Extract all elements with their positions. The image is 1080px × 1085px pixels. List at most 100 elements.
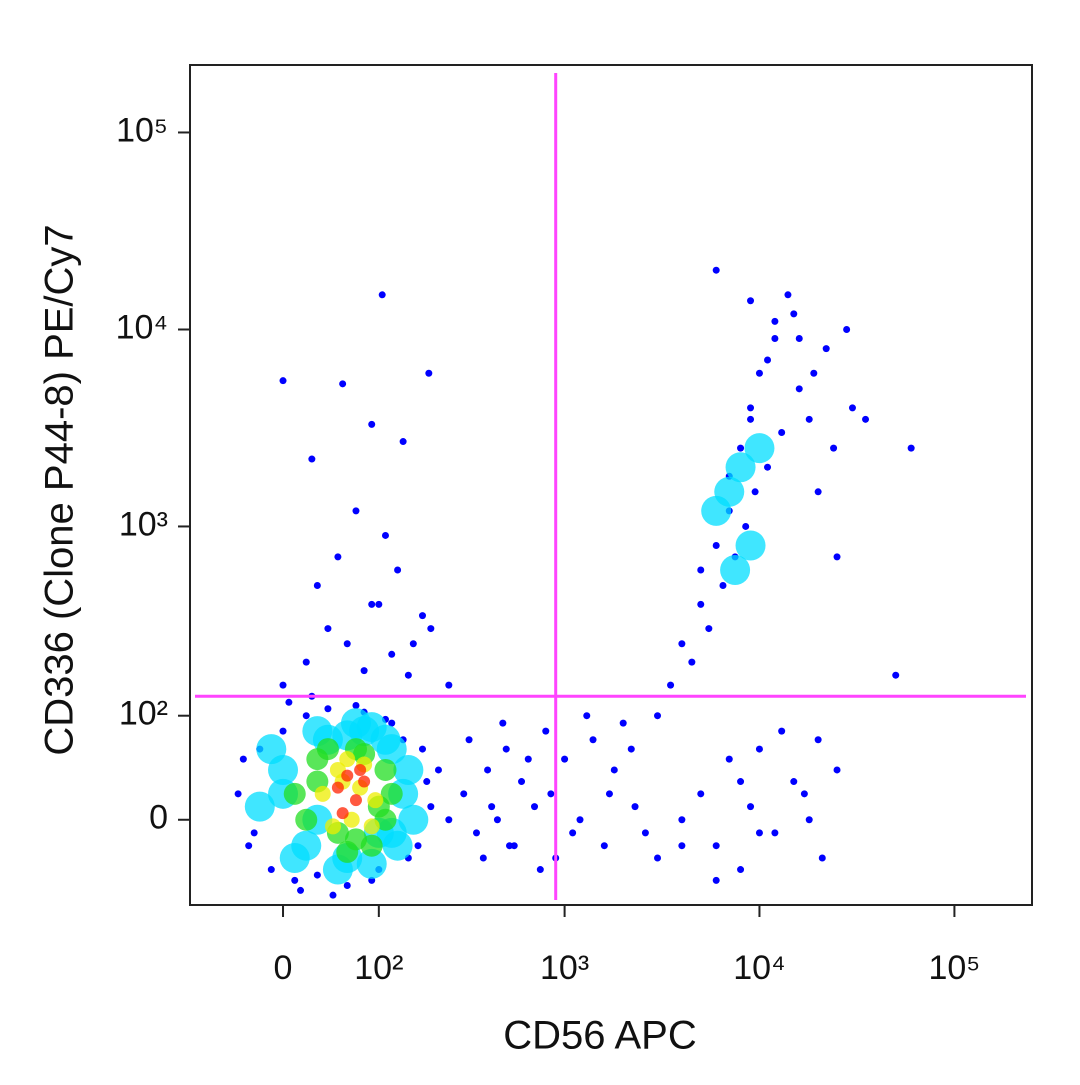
data-point (244, 791, 275, 822)
data-point (341, 769, 354, 782)
data-point (654, 712, 662, 720)
data-point (285, 698, 293, 706)
data-point (712, 876, 720, 884)
x-tick-label: 10⁵ (928, 949, 980, 987)
data-point (502, 745, 510, 753)
data-point (398, 804, 429, 835)
data-point (427, 803, 435, 811)
data-point (374, 758, 397, 781)
data-point (778, 727, 786, 735)
data-point (818, 854, 826, 862)
data-point (737, 444, 745, 452)
data-point (358, 775, 371, 788)
data-point (279, 377, 287, 385)
data-point (356, 712, 387, 743)
data-point (641, 829, 649, 837)
data-point (234, 790, 242, 798)
data-point (434, 766, 442, 774)
data-point (374, 808, 397, 831)
data-point (747, 297, 755, 305)
data-point (747, 415, 755, 423)
y-tick-label: 10⁵ (116, 111, 168, 149)
data-point (833, 553, 841, 561)
data-point (810, 369, 818, 377)
data-point (339, 380, 347, 388)
y-axis-label: CD336 (Clone P44-8) PE/Cy7 (38, 224, 82, 755)
x-tick-label: 0 (274, 949, 293, 987)
data-point (755, 369, 763, 377)
data-point (907, 444, 915, 452)
data-point (843, 326, 851, 334)
data-point (418, 612, 426, 620)
data-point (542, 727, 550, 735)
data-point (279, 681, 287, 689)
data-point (388, 650, 396, 658)
data-point (518, 778, 526, 786)
data-point (751, 488, 759, 496)
data-point (720, 555, 751, 586)
data-point (314, 785, 331, 802)
data-point (409, 640, 417, 648)
data-point (283, 782, 306, 805)
data-point (848, 404, 856, 412)
data-point (336, 807, 349, 820)
data-point (399, 438, 407, 446)
data-point (771, 317, 779, 325)
data-point (418, 745, 426, 753)
data-point (295, 808, 318, 831)
data-point (536, 866, 544, 874)
data-point (256, 734, 287, 765)
data-point (771, 829, 779, 837)
data-point (712, 842, 720, 850)
data-point (697, 790, 705, 798)
data-point (484, 766, 492, 774)
data-point (678, 842, 686, 850)
data-point (324, 625, 332, 633)
data-point (561, 755, 569, 763)
data-point (531, 803, 539, 811)
data-point (833, 766, 841, 774)
data-point (605, 790, 613, 798)
data-point (423, 778, 431, 786)
data-point (747, 803, 755, 811)
data-point (313, 871, 321, 879)
data-point (493, 816, 501, 824)
data-point (830, 444, 838, 452)
x-tick-label: 10³ (540, 949, 589, 987)
data-point (524, 755, 532, 763)
data-point (245, 842, 253, 850)
data-point (425, 369, 433, 377)
data-point (725, 452, 756, 483)
data-point (778, 429, 786, 437)
data-point (360, 667, 368, 675)
data-point (678, 640, 686, 648)
data-point (393, 754, 424, 785)
data-point (239, 755, 247, 763)
y-tick-label: 10³ (119, 505, 168, 543)
data-point (291, 876, 299, 884)
data-point (445, 816, 453, 824)
data-point (805, 415, 813, 423)
data-point (822, 345, 830, 353)
data-point (352, 507, 360, 515)
data-point (569, 829, 577, 837)
data-point (343, 882, 351, 890)
data-point (343, 640, 351, 648)
data-point (862, 415, 870, 423)
data-point (367, 792, 384, 809)
data-point (795, 335, 803, 343)
data-point (297, 886, 305, 894)
data-point (737, 778, 745, 786)
data-point (250, 829, 258, 837)
data-point (404, 671, 412, 679)
y-tick-label: 10⁴ (116, 308, 168, 346)
data-point (388, 719, 396, 727)
data-point (375, 600, 383, 608)
data-point (610, 766, 618, 774)
plot-frame (189, 64, 1033, 906)
data-point (279, 842, 310, 873)
data-point (697, 566, 705, 574)
data-point (697, 600, 705, 608)
data-point (712, 266, 720, 274)
